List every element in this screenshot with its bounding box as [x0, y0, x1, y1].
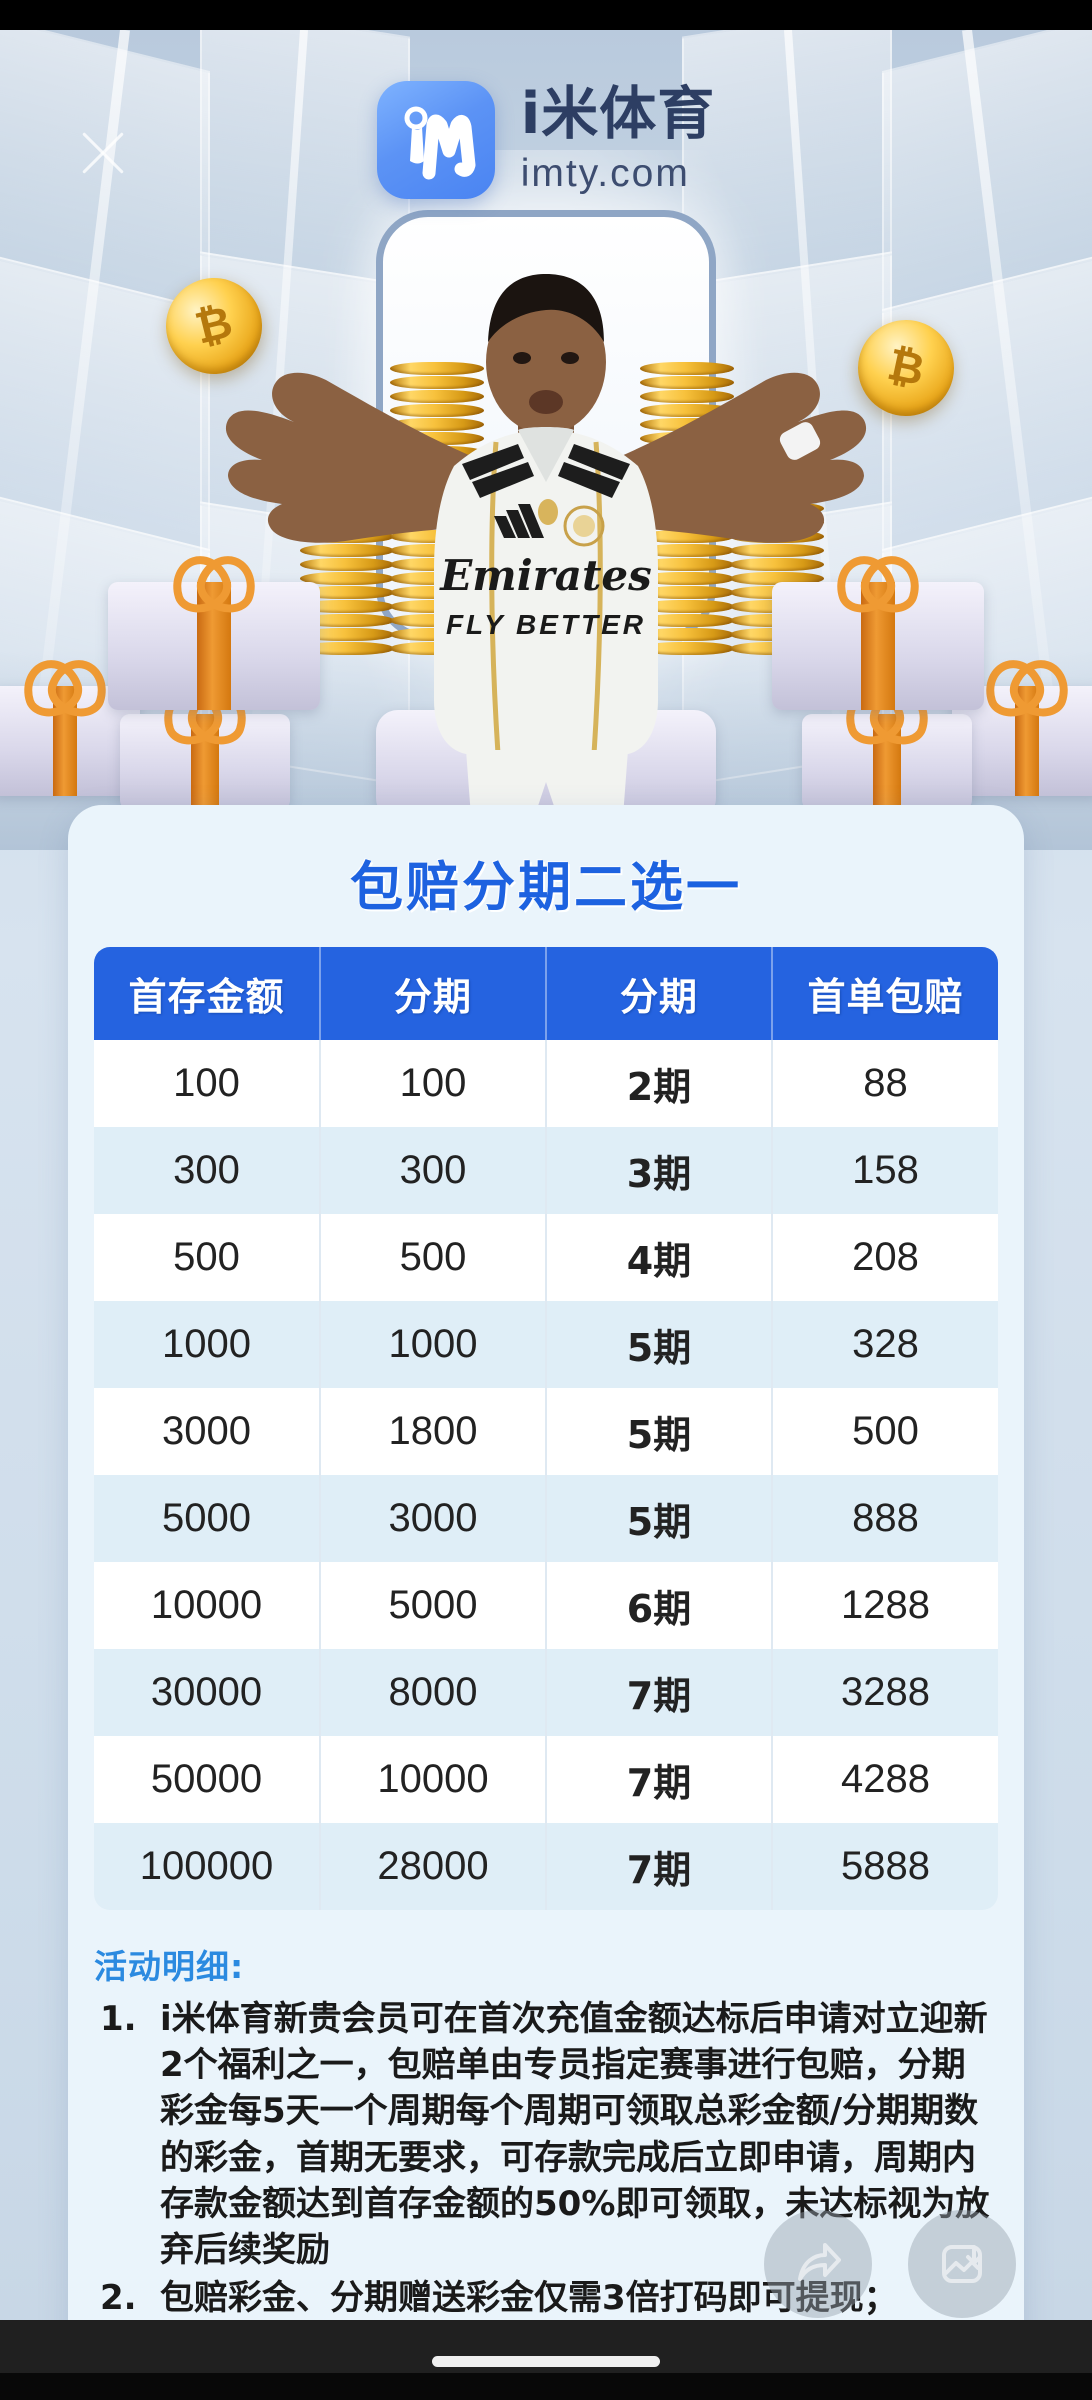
table-cell: 1000	[320, 1301, 547, 1388]
table-cell: 50000	[94, 1736, 321, 1823]
table-cell: 500	[94, 1214, 321, 1301]
table-cell: 10000	[320, 1736, 547, 1823]
bonus-table: 首存金额 分期 分期 首单包赔 100 100 2期 88 300 300 3期 158 500…	[94, 947, 998, 1910]
table-row: 3000 1800 5期 500	[94, 1388, 998, 1475]
table-cell: 2期	[546, 1040, 773, 1127]
table-cell: 3000	[320, 1475, 547, 1562]
table-header: 首存金额 分期 分期 首单包赔	[94, 947, 998, 1040]
table-cell: 5000	[320, 1562, 547, 1649]
table-cell: 888	[852, 1496, 919, 1540]
table-cell: 1000	[94, 1301, 321, 1388]
table-cell: 1800	[320, 1388, 547, 1475]
table-cell: 7期	[546, 1823, 773, 1910]
table-row: 1000 1000 5期 328	[94, 1301, 998, 1388]
table-cell: 100	[320, 1040, 547, 1127]
table-cell: 5期	[546, 1301, 773, 1388]
brand-header: i米体育 imty.com	[0, 72, 1092, 207]
gift-box	[0, 686, 140, 796]
share-arrow-icon	[798, 2243, 841, 2281]
column-header-install-2: 分期	[546, 947, 773, 1040]
football-player-image: Emirates FLY BETTER	[225, 274, 867, 830]
table-header-row: 首存金额 分期 分期 首单包赔	[94, 947, 998, 1040]
table-cell: 100	[94, 1040, 321, 1127]
table-cell: 5000	[94, 1475, 321, 1562]
table-cell: 88	[863, 1061, 908, 1105]
home-indicator[interactable]	[432, 2356, 660, 2367]
table-row: 50000 10000 7期 4288	[94, 1736, 998, 1823]
image-download-icon	[942, 2245, 982, 2283]
save-image-button[interactable]	[908, 2210, 1016, 2318]
table-row: 5000 3000 5期 888	[94, 1475, 998, 1562]
svg-text:FLY BETTER: FLY BETTER	[446, 609, 646, 640]
table-cell: 328	[852, 1322, 919, 1366]
column-header-deposit: 首存金额	[94, 947, 321, 1040]
activity-details-heading: 活动明细:	[94, 1947, 245, 1986]
table-cell: 300	[94, 1127, 321, 1214]
hero-artwork: ₿ ₿	[0, 180, 1092, 830]
imty-app-logo-icon	[376, 80, 495, 199]
table-cell: 30000	[94, 1649, 321, 1736]
table-cell: 7期	[546, 1736, 773, 1823]
promo-card: 包赔分期二选一 首存金额 分期 分期 首单包赔 100 100 2期 88 300 300…	[68, 805, 1024, 2320]
gift-box	[120, 714, 290, 810]
table-cell: 7期	[546, 1649, 773, 1736]
column-header-install-1: 分期	[320, 947, 547, 1040]
gift-box	[108, 582, 320, 710]
svg-text:Emirates: Emirates	[439, 551, 652, 600]
table-cell: 3288	[841, 1670, 930, 1714]
table-row: 10000 5000 6期 1288	[94, 1562, 998, 1649]
brand-text: i米体育 imty.com	[520, 81, 716, 195]
activity-details: 活动明细: i米体育新贵会员可在首次充值金额达标后申请对立迎新2个福利之一，包赔…	[94, 1940, 998, 2320]
bottom-black-strip	[0, 2373, 1092, 2400]
table-cell: 1288	[841, 1583, 930, 1627]
table-body: 100 100 2期 88 300 300 3期 158 500 500 4期 208 1000 1000…	[94, 1040, 998, 1910]
table-cell: 4期	[546, 1214, 773, 1301]
status-bar	[0, 0, 1092, 30]
table-cell: 3000	[94, 1388, 321, 1475]
table-cell: 300	[320, 1127, 547, 1214]
table-cell: 500	[320, 1214, 547, 1301]
activity-rule-item: 包赔彩金、分期赠送彩金仅需3倍打码即可提现；	[100, 2275, 898, 2320]
activity-rules-list: i米体育新贵会员可在首次充值金额达标后申请对立迎新2个福利之一，包赔单由专员指定…	[94, 1996, 998, 2320]
table-cell: 158	[852, 1148, 919, 1192]
table-cell: 4288	[841, 1757, 930, 1801]
activity-rule-item: i米体育新贵会员可在首次充值金额达标后申请对立迎新2个福利之一，包赔单由专员指定…	[100, 1996, 990, 2271]
table-cell: 5期	[546, 1388, 773, 1475]
table-cell: 3期	[546, 1127, 773, 1214]
table-cell: 8000	[320, 1649, 547, 1736]
promo-poster: i米体育 imty.com ₿ ₿	[0, 30, 1092, 2320]
table-cell: 5期	[546, 1475, 773, 1562]
table-row: 500 500 4期 208	[94, 1214, 998, 1301]
brand-url: imty.com	[520, 152, 690, 195]
table-cell: 500	[852, 1409, 919, 1453]
table-cell: 6期	[546, 1562, 773, 1649]
close-button[interactable]	[72, 122, 134, 184]
table-row: 300 300 3期 158	[94, 1127, 998, 1214]
table-cell: 208	[852, 1235, 919, 1279]
card-title: 包赔分期二选一	[350, 857, 742, 918]
share-button[interactable]	[764, 2210, 872, 2318]
table-cell: 100000	[94, 1823, 321, 1910]
column-header-guarantee: 首单包赔	[772, 947, 998, 1040]
brand-name: i米体育	[520, 81, 716, 147]
table-cell: 10000	[94, 1562, 321, 1649]
table-cell: 5888	[841, 1844, 930, 1888]
table-row: 100 100 2期 88	[94, 1040, 998, 1127]
table-cell: 28000	[320, 1823, 547, 1910]
table-row: 100000 28000 7期 5888	[94, 1823, 998, 1910]
table-row: 30000 8000 7期 3288	[94, 1649, 998, 1736]
gift-box	[772, 582, 984, 710]
bonus-table-wrapper: 首存金额 分期 分期 首单包赔 100 100 2期 88 300 300 3期 158 500…	[94, 947, 998, 1910]
gift-box	[802, 714, 972, 810]
